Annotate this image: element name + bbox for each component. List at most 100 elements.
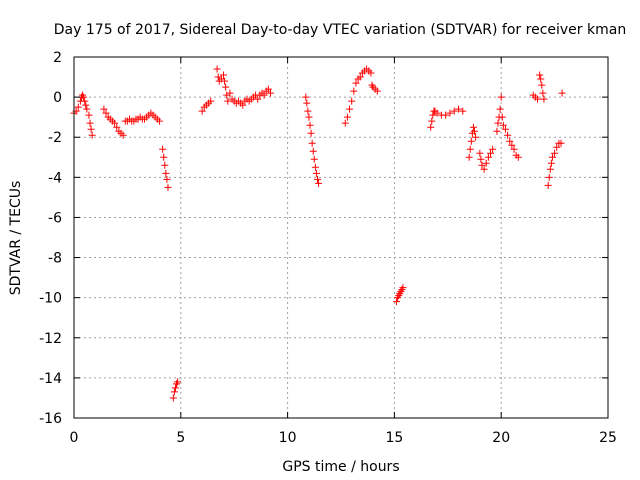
data-point: [496, 105, 504, 113]
y-tick-label: -16: [39, 411, 62, 427]
data-point: [221, 77, 229, 85]
y-tick-label: -10: [39, 291, 62, 307]
x-tick-label: 25: [599, 430, 617, 446]
data-point: [534, 95, 542, 103]
data-point: [341, 119, 349, 127]
data-point: [314, 175, 322, 183]
data-point: [514, 153, 522, 161]
data-point: [472, 133, 480, 141]
data-point: [304, 107, 312, 115]
data-point: [480, 165, 488, 173]
data-point: [499, 121, 507, 129]
data-point: [306, 121, 314, 129]
data-point: [494, 119, 502, 127]
data-point: [239, 101, 247, 109]
y-tick-labels: 2 0 -2 -4 -6 -8 -10 -12 -14 -16: [39, 50, 62, 427]
data-point: [558, 89, 566, 97]
data-point: [119, 131, 127, 139]
data-point: [393, 298, 401, 306]
data-point: [446, 109, 454, 117]
data-point: [540, 95, 548, 103]
data-point: [427, 123, 435, 131]
data-point: [169, 394, 177, 402]
data-point: [254, 95, 262, 103]
data-point: [466, 145, 474, 153]
data-point: [557, 139, 565, 147]
data-point: [198, 107, 206, 115]
data-point: [350, 87, 358, 95]
data-point: [478, 161, 486, 169]
data-point: [303, 99, 311, 107]
data-point: [163, 175, 171, 183]
y-tick-label: -4: [48, 170, 62, 186]
data-point: [482, 159, 490, 167]
data-point: [467, 137, 475, 145]
data-point: [487, 149, 495, 157]
y-tick-label: -6: [48, 210, 62, 226]
data-point: [85, 111, 93, 119]
data-point: [433, 109, 441, 117]
data-point: [508, 141, 516, 149]
data-point: [545, 173, 553, 181]
data-point: [538, 81, 546, 89]
x-tick-label: 0: [70, 430, 79, 446]
data-point: [81, 97, 89, 105]
chart-title: Day 175 of 2017, Sidereal Day-to-day VTE…: [54, 22, 626, 38]
data-point: [100, 105, 108, 113]
x-tick-label: 5: [176, 430, 185, 446]
data-point: [471, 127, 478, 135]
data-point: [346, 105, 354, 113]
data-point: [174, 378, 182, 386]
data-point: [160, 153, 168, 161]
y-tick-label: -14: [39, 371, 62, 387]
data-point: [305, 113, 313, 121]
data-point: [356, 73, 364, 81]
data-point: [162, 169, 170, 177]
data-point: [551, 149, 559, 157]
data-point: [82, 101, 90, 109]
data-point: [373, 87, 381, 95]
data-point: [171, 384, 179, 392]
data-point: [465, 153, 473, 161]
y-tick-label: -8: [48, 251, 62, 267]
data-point: [164, 183, 172, 191]
x-tick-label: 15: [385, 430, 403, 446]
data-point: [220, 71, 228, 79]
x-tick-labels: 0 5 10 15 20 25: [70, 430, 617, 446]
data-point: [207, 97, 215, 105]
data-point: [476, 149, 484, 157]
data-point: [506, 137, 514, 145]
data-point: [489, 145, 497, 153]
x-axis-label: GPS time / hours: [282, 459, 399, 475]
data-point: [224, 97, 232, 105]
data-point: [454, 105, 462, 113]
data-point: [315, 179, 323, 187]
data-point: [226, 89, 234, 97]
y-tick-label: 0: [53, 90, 62, 106]
data-point: [113, 123, 121, 131]
x-tick-label: 20: [492, 430, 510, 446]
data-point: [343, 113, 351, 121]
x-tick-label: 10: [279, 430, 297, 446]
data-point: [501, 125, 509, 133]
data-point: [539, 89, 547, 97]
data-point: [74, 103, 82, 111]
data-point: [547, 159, 555, 167]
y-axis-label: SDTVAR / TECUs: [8, 181, 24, 296]
grid-layer: [74, 57, 608, 418]
plot-frame: [73, 56, 609, 419]
data-point: [544, 181, 552, 189]
data-point: [553, 143, 561, 151]
data-points: [70, 65, 566, 402]
data-point: [260, 91, 268, 99]
data-point: [311, 163, 319, 171]
data-point: [264, 85, 272, 93]
data-point: [484, 153, 492, 161]
data-point: [429, 111, 437, 119]
axis-ticks: [73, 56, 609, 419]
data-point: [102, 109, 110, 117]
data-point: [310, 155, 318, 163]
data-point: [367, 69, 375, 77]
